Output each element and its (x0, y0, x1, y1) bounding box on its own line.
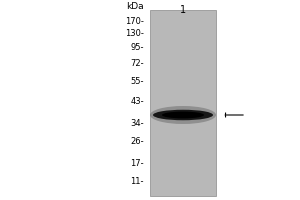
Text: 55-: 55- (130, 77, 144, 86)
Text: 130-: 130- (125, 28, 144, 38)
Text: 26-: 26- (130, 136, 144, 146)
Text: 95-: 95- (130, 44, 144, 52)
Text: 17-: 17- (130, 158, 144, 167)
Text: kDa: kDa (126, 2, 144, 11)
Text: 1: 1 (180, 5, 186, 15)
Ellipse shape (162, 112, 204, 118)
Text: 34-: 34- (130, 118, 144, 128)
Text: 72-: 72- (130, 60, 144, 68)
Bar (150, 10, 216, 196)
Text: 170-: 170- (125, 17, 144, 25)
Ellipse shape (150, 106, 216, 124)
Ellipse shape (153, 110, 213, 120)
Text: 43-: 43- (130, 98, 144, 106)
Text: 11-: 11- (130, 178, 144, 186)
